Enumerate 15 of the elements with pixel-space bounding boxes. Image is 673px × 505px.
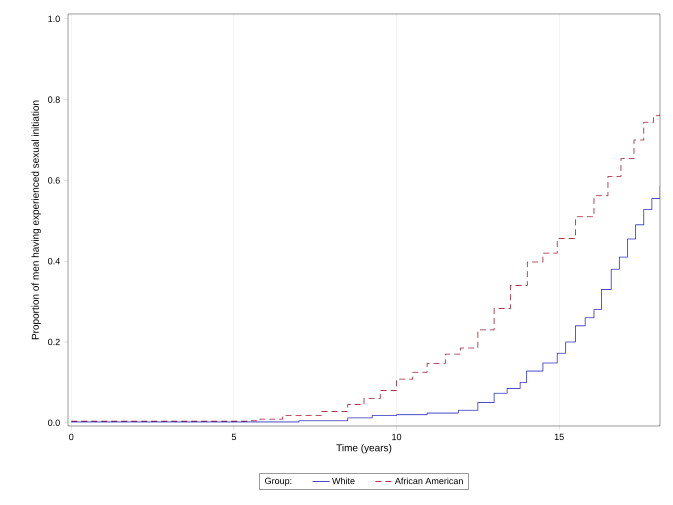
legend-label: White: [332, 478, 355, 484]
x-tick-label: 0: [69, 434, 74, 440]
x-tick-label: 5: [232, 434, 236, 440]
y-tick-label: 0.4: [48, 258, 60, 264]
x-tick-label: 10: [392, 434, 402, 440]
y-tick-label: 1.0: [48, 16, 60, 22]
y-tick-label: 0.6: [48, 177, 60, 184]
legend-label: African American: [394, 478, 463, 484]
y-tick-label: 0.8: [48, 96, 60, 103]
x-axis-title: Time (years): [336, 444, 392, 454]
y-tick-label: 0.0: [48, 420, 60, 426]
x-tick-label: 15: [554, 434, 564, 440]
y-axis-title: Proportion of men having experienced sexual initiation: [32, 100, 41, 340]
legend-title: Group:: [265, 478, 292, 486]
y-tick-label: 0.2: [48, 338, 60, 346]
